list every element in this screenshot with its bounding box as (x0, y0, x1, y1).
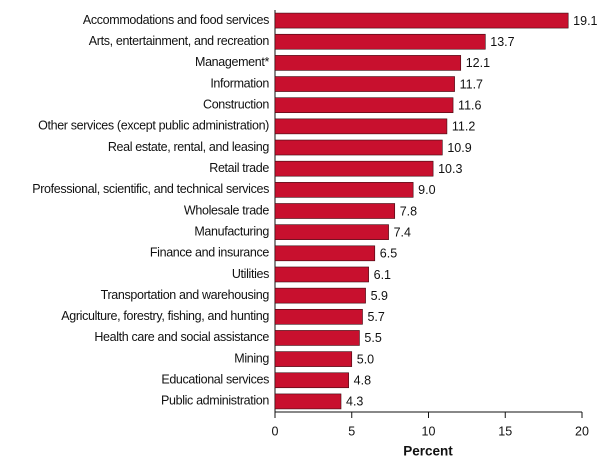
data-label: 5.5 (364, 331, 381, 345)
data-label: 10.3 (438, 162, 462, 176)
y-tick-label: Manufacturing (194, 224, 269, 238)
bar (274, 55, 462, 71)
bar (274, 266, 369, 283)
y-tick-label: Construction (203, 98, 269, 112)
data-label: 4.3 (346, 395, 363, 409)
bar (274, 351, 353, 367)
bar (274, 224, 389, 240)
y-tick-label: Arts, entertainment, and recreation (89, 34, 270, 48)
x-tick-label: 10 (422, 424, 436, 438)
x-tick-label: 15 (498, 424, 512, 438)
data-label: 5.0 (357, 352, 374, 366)
y-tick-label: Management* (195, 55, 269, 69)
y-tick-label: Accommodations and food services (83, 13, 269, 27)
data-label: 6.5 (380, 247, 397, 261)
bar (274, 330, 360, 346)
data-label: 4.8 (354, 374, 371, 388)
data-label: 19.1 (573, 14, 597, 28)
y-tick-label: Wholesale trade (184, 203, 269, 217)
bar (274, 372, 349, 389)
y-tick-label: Mining (234, 351, 269, 365)
bar (274, 287, 366, 304)
y-tick-label: Professional, scientific, and technical … (32, 182, 269, 196)
y-tick-label: Information (210, 76, 269, 90)
x-tick-label: 0 (272, 424, 279, 438)
bar (274, 97, 454, 114)
y-tick-label: Transportation and warehousing (101, 288, 270, 302)
y-tick-label: Health care and social assistance (94, 330, 269, 344)
bar (274, 33, 486, 50)
bar (274, 245, 376, 262)
y-tick-label: Utilities (232, 267, 269, 281)
x-axis-label: Percent (403, 444, 453, 459)
y-tick-label: Agriculture, forestry, fishing, and hunt… (61, 309, 269, 323)
y-tick-label: Educational services (161, 373, 269, 387)
data-label: 11.2 (452, 120, 475, 134)
bar (274, 203, 396, 219)
data-label: 9.0 (418, 183, 435, 197)
bar (274, 118, 448, 135)
data-label: 7.4 (394, 225, 411, 239)
data-label: 13.7 (490, 35, 514, 49)
y-tick-label: Retail trade (209, 161, 269, 175)
x-tick-label: 5 (348, 424, 355, 438)
data-label: 11.7 (460, 77, 483, 91)
bar (274, 182, 414, 198)
y-tick-label: Public administration (161, 394, 269, 408)
y-tick-label: Real estate, rental, and leasing (108, 140, 270, 154)
data-label: 10.9 (447, 141, 471, 155)
bar (274, 139, 443, 156)
bar (274, 76, 455, 92)
data-label: 5.7 (367, 310, 384, 324)
data-label: 7.8 (400, 204, 417, 218)
data-label: 12.1 (466, 56, 490, 70)
data-label: 11.6 (458, 99, 481, 113)
bar (274, 12, 569, 29)
data-label: 5.9 (371, 289, 388, 303)
bar (274, 160, 434, 177)
y-tick-label: Other services (except public administra… (38, 119, 269, 133)
bar (274, 393, 342, 410)
data-label: 6.1 (374, 268, 391, 282)
bar (274, 308, 363, 325)
y-tick-label: Finance and insurance (150, 246, 270, 260)
x-tick-label: 20 (575, 424, 589, 438)
